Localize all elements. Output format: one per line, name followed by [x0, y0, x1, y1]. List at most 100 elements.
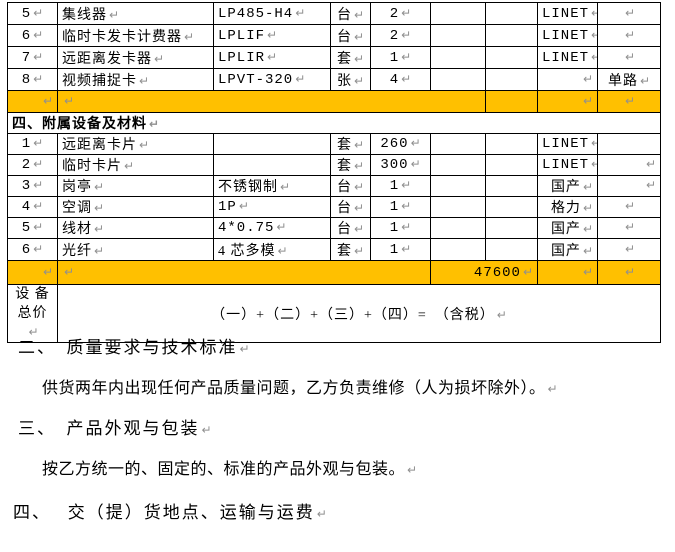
table-cell: LINET↵ [537, 46, 598, 69]
table-cell: 47600 ↵ [430, 260, 538, 285]
table-cell: 2 ↵ [370, 24, 431, 47]
pilcrow-mark: ↵ [353, 7, 365, 22]
cell-text: 台 [336, 222, 352, 237]
table-row: 2↵临时卡片↵套↵300↵LINET↵↵ [7, 154, 661, 176]
table-cell: 4 芯多模 ↵ [213, 238, 331, 261]
heading-text: 二、 质量要求与技术标准 [18, 338, 238, 357]
pilcrow-mark: ↵ [33, 27, 44, 42]
table-cell [485, 175, 538, 197]
pilcrow-mark: ↵ [401, 27, 412, 42]
pilcrow-mark: ↵ [624, 199, 636, 213]
table-cell [430, 175, 486, 197]
cell-text: 设 备 总价 [15, 287, 50, 321]
pilcrow-mark: ↵ [401, 241, 412, 256]
cell-text: 47600 [473, 264, 521, 281]
table-cell [430, 2, 486, 25]
pilcrow-mark: ↵ [401, 71, 412, 86]
cell-text: 5 [21, 5, 32, 22]
pilcrow-mark: ↵ [410, 136, 421, 150]
table-cell [485, 133, 538, 155]
cell-text: 线材 [62, 222, 92, 237]
table-cell [597, 133, 661, 155]
table-cell: LPVT-320 ↵ [213, 68, 331, 91]
table-cell: 2 ↵ [370, 2, 431, 25]
table-cell: LPLIR ↵ [213, 46, 331, 69]
pilcrow-mark: ↵ [353, 222, 365, 236]
cell-text: 空调 [62, 201, 92, 216]
table-cell: ↵ [597, 90, 661, 113]
table-cell: ↵ [57, 260, 431, 285]
pilcrow-mark: ↵ [94, 201, 105, 215]
table-cell: 1 ↵ [370, 238, 431, 261]
pilcrow-mark: ↵ [353, 29, 365, 44]
pilcrow-mark: ↵ [639, 73, 651, 88]
table-cell [485, 238, 538, 261]
table-row: 6 ↵ 光纤 ↵ 4 芯多模 ↵ 套 ↵ 1 ↵ 国产 ↵ ↵ [7, 238, 661, 261]
heading-text: 三、 产品外观与包装 [18, 419, 200, 438]
table-cell: 台 ↵ [330, 2, 371, 25]
subtotal-highlight-row: ↵ ↵ 47600 ↵ ↵ ↵ [7, 260, 661, 285]
pilcrow-mark: ↵ [624, 27, 636, 42]
cell-text: （一）+（二）+（三）+（四）= （含税） [211, 307, 495, 323]
cell-text: 国产 [550, 180, 581, 195]
table-cell: 1 ↵ [370, 46, 431, 69]
pilcrow-mark: ↵ [295, 5, 306, 20]
cell-text: 国产 [550, 222, 581, 237]
cell-text: 四、附属设备及材料 [12, 117, 147, 132]
cell-text: 1 [21, 136, 32, 152]
cell-text: LINET [542, 136, 590, 152]
pilcrow-mark: ↵ [624, 49, 636, 64]
cell-text: 套 [336, 243, 352, 259]
table-cell: 临时卡片 ↵ [57, 154, 214, 176]
pilcrow-mark: ↵ [94, 180, 105, 194]
pilcrow-mark: ↵ [410, 157, 421, 171]
table-cell: ↵ [597, 154, 661, 176]
table-cell: ↵ [597, 24, 661, 47]
table-cell: ↵ [597, 2, 661, 25]
table-cell: 空调 ↵ [57, 196, 214, 218]
pilcrow-mark: ↵ [401, 178, 412, 192]
pilcrow-mark: ↵ [353, 138, 365, 152]
pilcrow-mark: ↵ [139, 73, 150, 88]
table-cell: ↵ [597, 217, 661, 239]
cell-text: 3 [21, 178, 32, 194]
cell-text: LINET [542, 49, 590, 66]
table-cell: 单路 ↵ [597, 68, 661, 91]
pilcrow-mark: ↵ [353, 51, 365, 66]
table-cell: 5 ↵ [7, 217, 58, 239]
table-cell: 国产 ↵ [537, 238, 598, 261]
cell-text: 6 [21, 241, 32, 258]
table-cell [430, 24, 486, 47]
table-cell [430, 68, 486, 91]
table-cell: 300 ↵ [370, 154, 431, 176]
pilcrow-mark: ↵ [295, 71, 306, 86]
table-cell: 4*0.75 ↵ [213, 217, 331, 239]
table-cell: 4 ↵ [7, 196, 58, 218]
cell-text: 套 [336, 51, 352, 67]
pilcrow-mark: ↵ [353, 73, 365, 88]
table-row: 1↵远距离卡片↵套↵260↵LINET↵ [7, 133, 661, 155]
table-cell: 260 ↵ [370, 133, 431, 155]
table-cell: LINET↵ [537, 24, 598, 47]
table-cell: 张 ↵ [330, 68, 371, 91]
cell-text: 单路 [607, 73, 638, 89]
table-cell: 线材 ↵ [57, 217, 214, 239]
cell-text: 光纤 [62, 243, 92, 259]
pilcrow-mark: ↵ [589, 157, 596, 171]
table-cell: LP485-H4 ↵ [213, 2, 331, 25]
cell-text: 4 芯多模 [218, 243, 276, 259]
cell-text: 台 [336, 180, 352, 195]
cell-text: 国产 [550, 243, 581, 259]
table-cell: 不锈钢制 ↵ [213, 175, 331, 197]
pilcrow-mark: ↵ [33, 199, 44, 213]
table-cell: 7 ↵ [7, 46, 58, 69]
table-cell [430, 133, 486, 155]
pilcrow-mark: ↵ [496, 307, 507, 322]
cell-text: 远距离卡片 [62, 138, 137, 153]
pilcrow-mark: ↵ [353, 159, 365, 173]
pilcrow-mark: ↵ [589, 50, 596, 64]
pilcrow-mark: ↵ [33, 241, 44, 256]
cell-text: 张 [336, 73, 352, 89]
pilcrow-mark: ↵ [401, 5, 412, 20]
pilcrow-mark: ↵ [624, 264, 636, 279]
